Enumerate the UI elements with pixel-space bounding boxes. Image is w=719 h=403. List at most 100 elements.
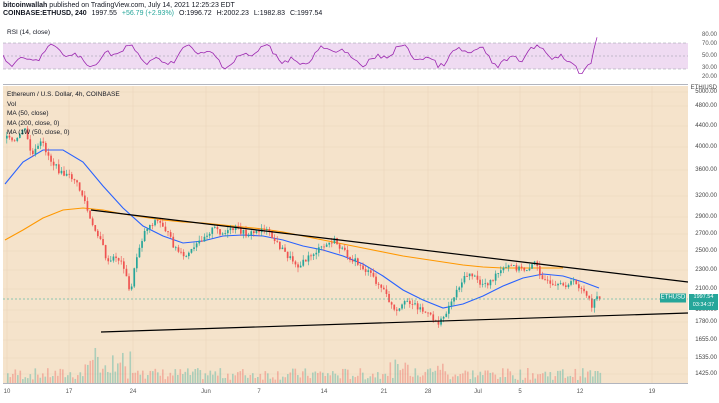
candle-body: [273, 238, 276, 241]
volume-bar: [509, 371, 512, 383]
last-price-tag: 1997.54 03:34:37: [689, 294, 718, 310]
volume-bar: [267, 373, 269, 383]
candle-body: [539, 266, 541, 276]
volume-bar: [49, 377, 52, 383]
candle-body: [84, 195, 86, 202]
time-axis[interactable]: 10 17 24 Jun 7 14 21 28 Jul 5 12 19: [3, 383, 688, 403]
bar-countdown: 03:34:37: [692, 301, 715, 308]
candle-body: [370, 270, 372, 273]
volume-bar: [312, 372, 314, 383]
candle-body: [294, 261, 297, 265]
candle-body: [195, 243, 198, 248]
candle-body: [169, 232, 172, 237]
price-tick: 5000.00: [695, 89, 717, 95]
publish-info: published on TradingView.com, July 14, 2…: [49, 2, 235, 9]
volume-bar: [207, 375, 209, 383]
volume-bar: [387, 375, 389, 383]
volume-bar: [84, 364, 87, 383]
volume-bar: [464, 370, 467, 383]
volume-bar: [189, 375, 192, 383]
candle-body: [112, 256, 115, 261]
candle-body: [180, 251, 182, 253]
candle-body: [409, 300, 411, 304]
candle-body: [268, 229, 271, 232]
volume-bar: [104, 365, 107, 383]
candle-body: [419, 307, 422, 310]
rsi-tick: 50.00: [701, 53, 717, 59]
candle-body: [73, 179, 76, 181]
candle-body: [19, 134, 21, 138]
candle-body: [203, 236, 206, 242]
time-tick: 19: [648, 389, 656, 395]
candle-body: [497, 273, 500, 274]
volume-bar: [137, 370, 139, 383]
volume-bar: [542, 373, 544, 383]
volume-bar: [132, 372, 134, 383]
volume-bar: [87, 364, 89, 383]
rsi-line: [3, 37, 598, 75]
candle-body: [336, 238, 338, 245]
candle-body: [596, 296, 598, 300]
candle-body: [461, 282, 463, 288]
candle-body: [562, 283, 565, 286]
candle-body: [411, 303, 414, 305]
main-chart-pane[interactable]: Ethereum / U.S. Dollar, 4h, COINBASE Vol…: [3, 86, 688, 383]
candle-body: [450, 301, 453, 306]
volume-bar: [442, 363, 444, 383]
candle-body: [492, 279, 494, 281]
price-change: +56.79 (+2.93%): [121, 10, 175, 17]
candle-body: [570, 281, 572, 285]
legend-ma50: MA (50, close): [7, 110, 49, 117]
volume-bar: [192, 371, 194, 383]
volume-bar: [417, 375, 419, 383]
candle-body: [346, 249, 349, 258]
volume-bar: [157, 372, 159, 383]
volume-bar: [219, 368, 222, 383]
volume-bar: [247, 377, 249, 383]
volume-bar: [344, 368, 347, 383]
candle-body: [575, 280, 578, 285]
rsi-scale[interactable]: 80.00 70.00 50.00 30.00 20.00: [688, 27, 719, 84]
last-price-label: 1997.54: [693, 294, 714, 300]
candle-body: [143, 230, 146, 242]
volume-bar: [522, 379, 524, 383]
candle-body: [557, 283, 559, 286]
volume-bar: [249, 374, 252, 383]
candle-body: [515, 265, 518, 271]
candle-body: [331, 242, 333, 244]
candle-body: [349, 257, 351, 261]
volume-bar: [377, 372, 379, 383]
volume-bar: [272, 377, 274, 383]
price-scale[interactable]: ETH/USD 5000.00 4800.00 4400.00 4000.00 …: [660, 85, 719, 383]
volume-bar: [259, 373, 262, 383]
volume-bar: [74, 378, 77, 383]
volume-bar: [134, 372, 137, 383]
candle-body: [526, 270, 528, 272]
candle-body: [518, 266, 520, 271]
volume-bar: [329, 375, 332, 383]
candle-body: [250, 231, 253, 236]
candle-body: [13, 140, 16, 142]
volume-bar: [167, 376, 169, 383]
volume-bar: [597, 371, 599, 383]
volume-bar: [332, 371, 334, 383]
candle-body: [284, 247, 286, 252]
volume-bar: [7, 373, 9, 383]
volume-bar: [434, 370, 437, 383]
candle-body: [219, 229, 221, 235]
candle-body: [237, 225, 240, 228]
rsi-pane[interactable]: RSI (14, close): [3, 27, 688, 85]
volume-bar: [472, 370, 474, 383]
volume-bar: [284, 377, 287, 383]
volume-bar: [144, 378, 147, 383]
chart-legend: Ethereum / U.S. Dollar, 4h, COINBASE Vol…: [7, 90, 120, 138]
volume-bar: [327, 373, 329, 383]
candle-body: [229, 228, 232, 231]
candle-body: [182, 251, 185, 257]
candle-body: [198, 240, 201, 244]
time-tick: 21: [380, 389, 388, 395]
candle-body: [245, 229, 247, 237]
volume-bar: [492, 372, 494, 383]
candle-body: [388, 293, 390, 303]
volume-bar: [227, 373, 229, 383]
